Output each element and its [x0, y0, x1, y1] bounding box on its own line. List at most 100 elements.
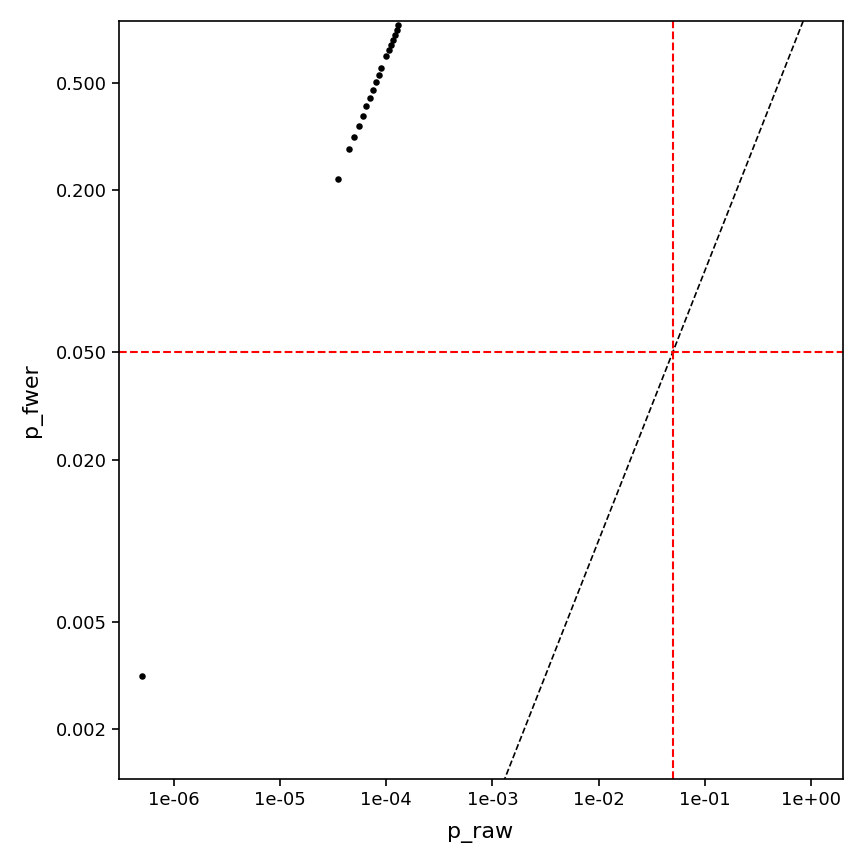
Point: [537, 0, 550, 9]
Point: [486, 0, 499, 9]
Point: [625, 0, 638, 9]
Point: [420, 0, 434, 9]
Point: [700, 0, 714, 9]
Point: [804, 0, 817, 9]
Point: [595, 0, 609, 9]
Point: [496, 0, 510, 9]
Point: [630, 0, 644, 9]
X-axis label: p_raw: p_raw: [448, 823, 514, 843]
Point: [462, 0, 476, 9]
Point: [678, 0, 692, 9]
Point: [622, 0, 636, 9]
Point: [372, 68, 385, 82]
Point: [542, 0, 556, 9]
Point: [448, 0, 462, 9]
Point: [774, 0, 788, 9]
Point: [783, 0, 797, 9]
Point: [499, 0, 512, 9]
Point: [713, 0, 727, 9]
Point: [729, 0, 743, 9]
Point: [366, 83, 380, 97]
Point: [638, 0, 651, 9]
Point: [574, 0, 588, 9]
Point: [369, 75, 383, 89]
Point: [662, 0, 676, 9]
Point: [501, 0, 515, 9]
Point: [666, 0, 680, 9]
Point: [427, 0, 441, 9]
Point: [664, 0, 678, 9]
Point: [723, 0, 737, 9]
Point: [398, 2, 412, 16]
Point: [363, 91, 377, 105]
Point: [683, 0, 697, 9]
Point: [651, 0, 665, 9]
Point: [603, 0, 617, 9]
Point: [416, 0, 429, 9]
Point: [557, 0, 571, 9]
Point: [734, 0, 748, 9]
Point: [391, 18, 405, 32]
Point: [454, 0, 467, 9]
Point: [531, 0, 545, 9]
Point: [742, 0, 756, 9]
Point: [561, 0, 575, 9]
Point: [710, 0, 724, 9]
Point: [486, 0, 499, 9]
Point: [518, 0, 531, 9]
Point: [374, 61, 388, 75]
Point: [135, 669, 149, 683]
Point: [331, 172, 345, 186]
Point: [600, 0, 614, 9]
Point: [780, 0, 794, 9]
Point: [762, 0, 776, 9]
Point: [536, 0, 550, 9]
Point: [772, 0, 785, 9]
Point: [793, 0, 807, 9]
Point: [657, 0, 670, 9]
Point: [644, 0, 658, 9]
Point: [759, 0, 772, 9]
Point: [798, 0, 812, 9]
Point: [787, 0, 801, 9]
Point: [676, 0, 689, 9]
Point: [352, 119, 365, 133]
Point: [512, 0, 526, 9]
Point: [788, 0, 802, 9]
Point: [569, 0, 582, 9]
Point: [608, 0, 622, 9]
Point: [555, 0, 569, 9]
Point: [510, 0, 524, 9]
Point: [667, 0, 681, 9]
Point: [388, 28, 402, 41]
Point: [649, 0, 663, 9]
Point: [748, 0, 762, 9]
Point: [593, 0, 607, 9]
Point: [764, 0, 778, 9]
Point: [579, 0, 593, 9]
Point: [727, 0, 740, 9]
Point: [673, 0, 687, 9]
Point: [406, 0, 420, 9]
Point: [702, 0, 716, 9]
Point: [588, 0, 601, 9]
Point: [720, 0, 734, 9]
Point: [342, 143, 356, 156]
Point: [598, 0, 612, 9]
Point: [697, 0, 711, 9]
Point: [784, 0, 797, 9]
Point: [523, 0, 537, 9]
Point: [674, 0, 688, 9]
Point: [576, 0, 590, 9]
Point: [713, 0, 727, 9]
Point: [401, 0, 415, 9]
Point: [766, 0, 780, 9]
Point: [544, 0, 558, 9]
Point: [705, 0, 719, 9]
Point: [635, 0, 649, 9]
Point: [528, 0, 542, 9]
Point: [656, 0, 670, 9]
Point: [356, 109, 370, 123]
Point: [693, 0, 707, 9]
Point: [804, 0, 817, 9]
